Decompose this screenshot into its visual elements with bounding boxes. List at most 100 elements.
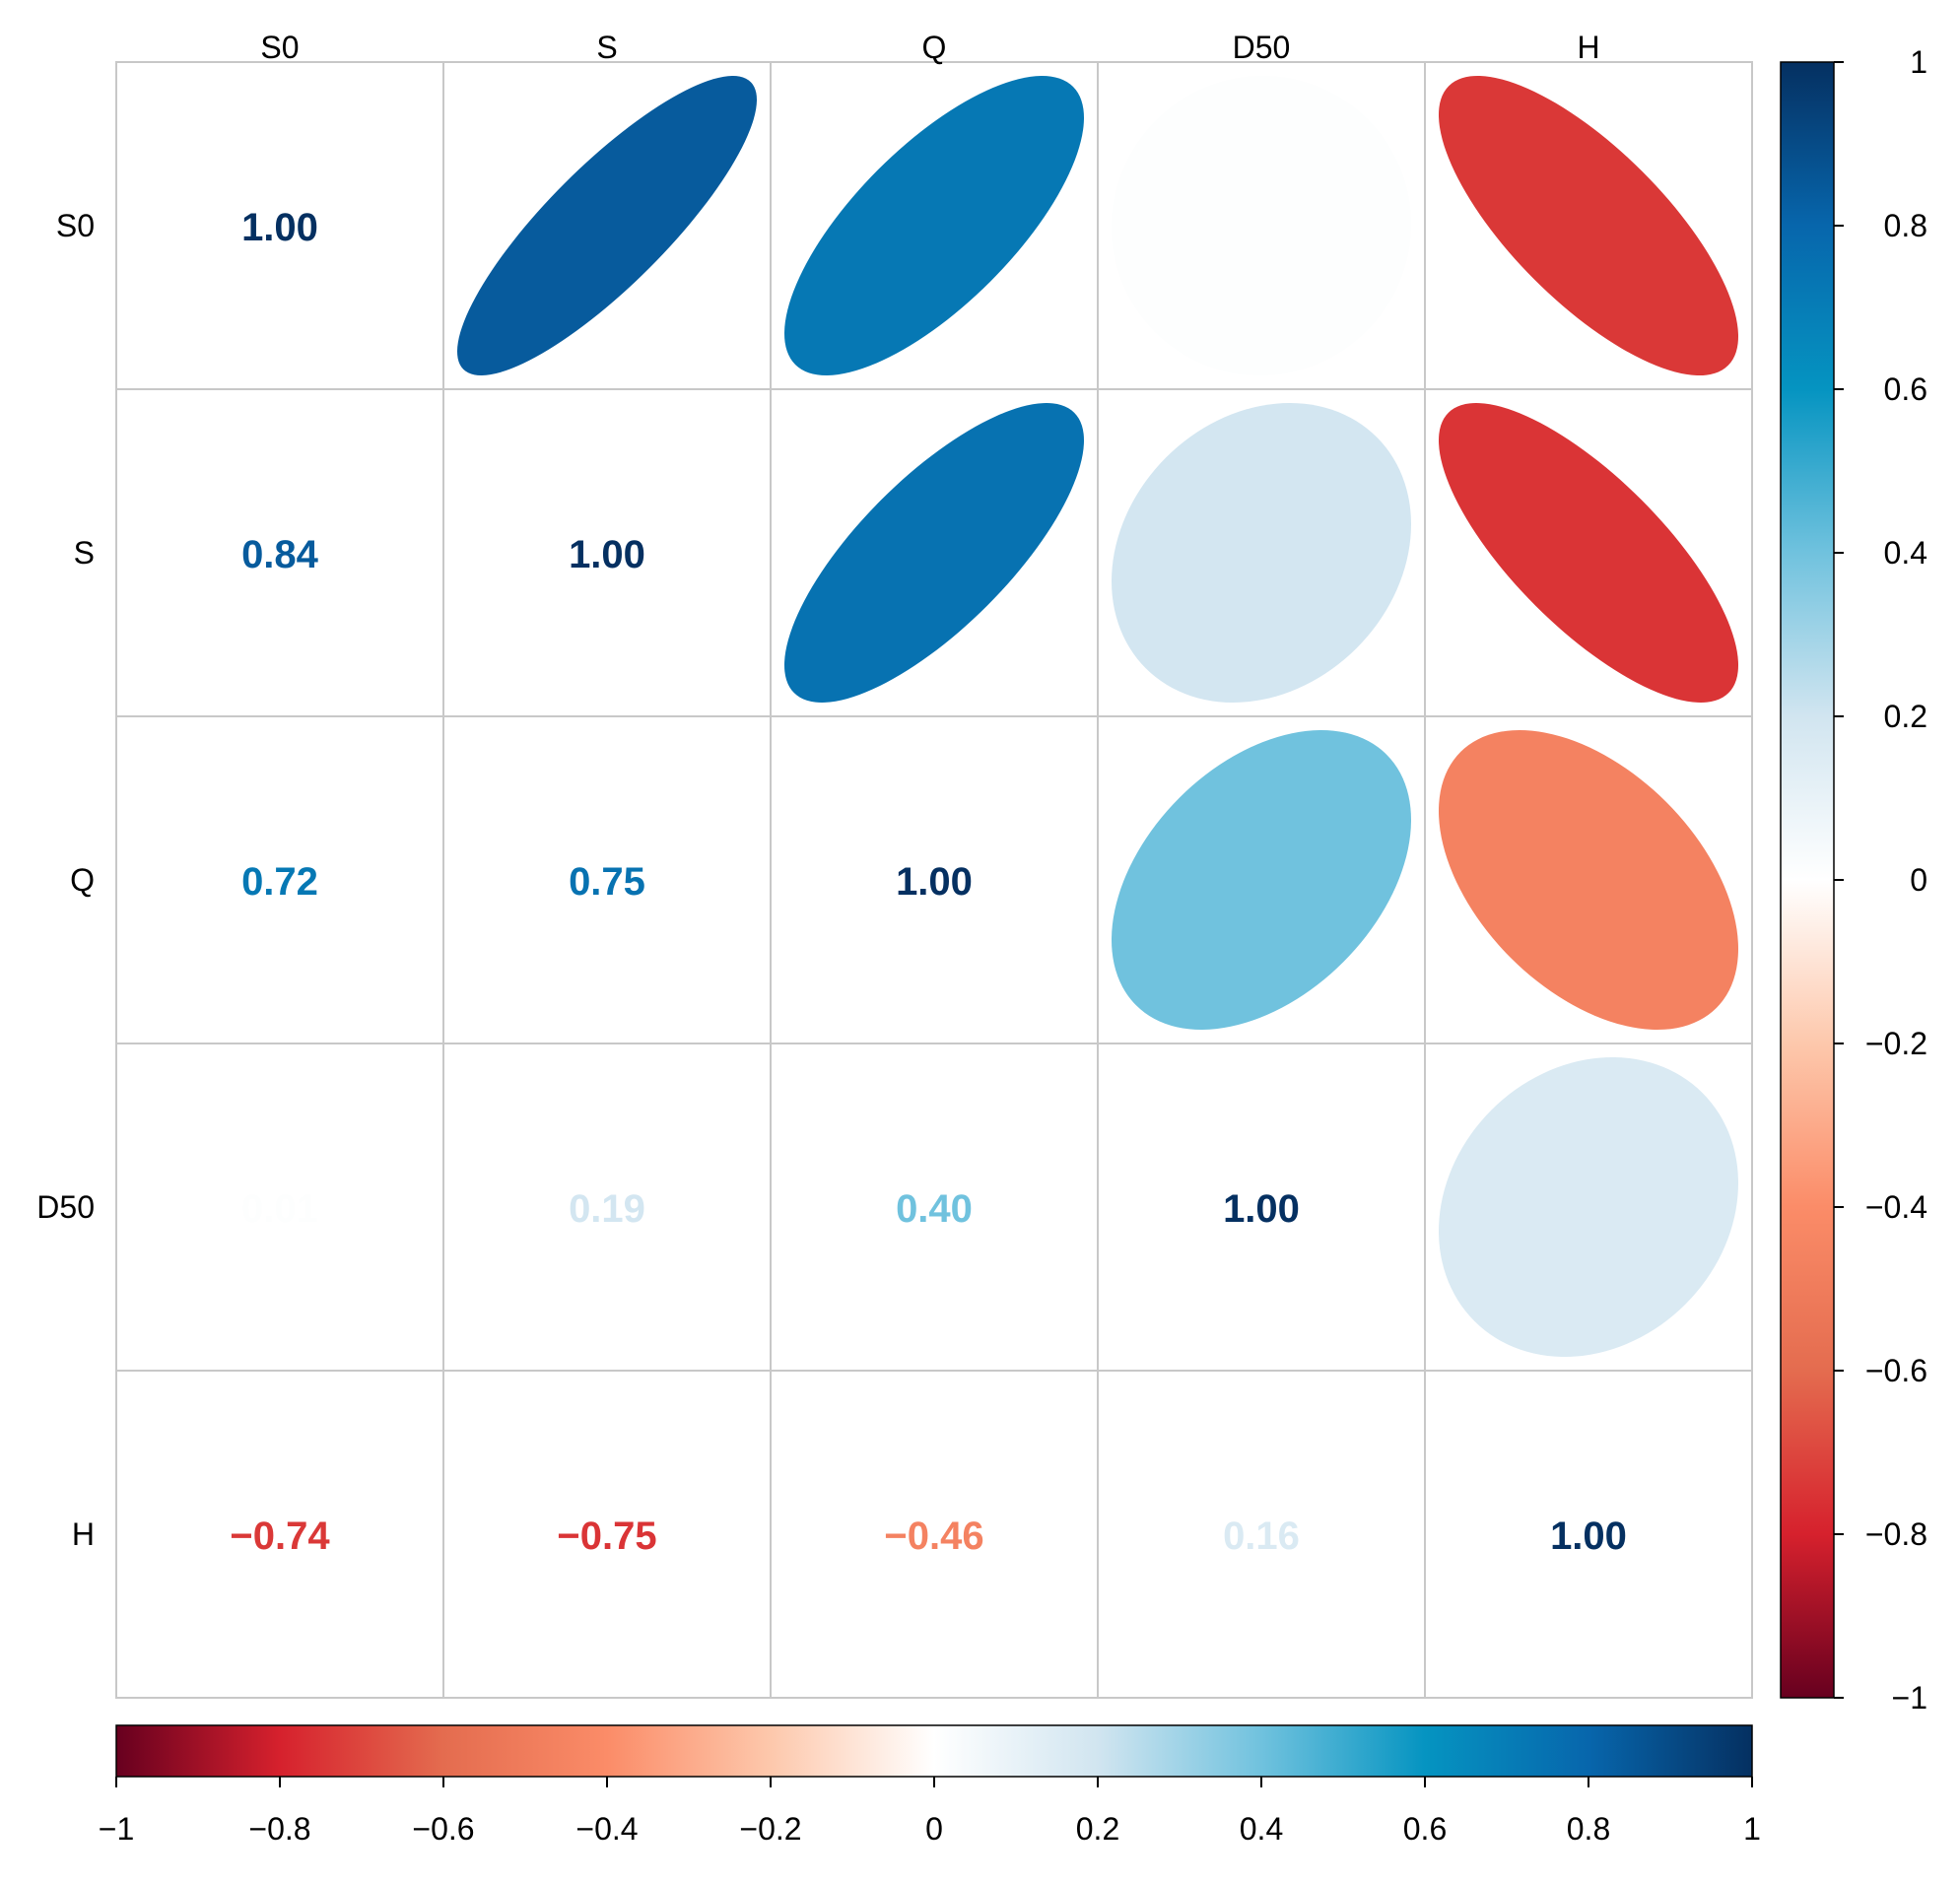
cell-D50-S0: 0.01 [115,1043,444,1372]
value-label-D50-S: 0.19 [569,1187,645,1231]
column-label-S: S [596,30,617,65]
cell-S-S: 1.00 [442,388,772,717]
ellipse-Q-H [1438,729,1738,1030]
horizontal-colorbar-tick-label: 0.8 [1567,1811,1610,1847]
ellipse-S-Q [784,402,1085,703]
horizontal-colorbar: −1 −0.8 −0.6 −0.4 −0.2 0 0.2 0.4 0.6 0.8 1 [99,1724,1761,1847]
value-label-S-S: 1.00 [569,533,645,576]
vertical-colorbar-tick-label: 0.6 [1884,371,1927,407]
cell-S0-D50 [1097,61,1426,390]
horizontal-colorbar-tick-label: 0 [925,1811,943,1847]
cell-Q-D50 [1097,715,1426,1044]
value-label-D50-Q: 0.40 [896,1187,973,1231]
value-label-Q-S: 0.75 [569,860,645,904]
cell-H-Q: −0.46 [770,1370,1099,1699]
ellipse-S-D50 [1112,402,1412,703]
ellipse-S-H [1438,402,1738,703]
cell-H-D50: 0.16 [1097,1370,1426,1699]
cell-border [115,1043,444,1372]
cell-H-S: −0.75 [442,1370,772,1699]
vertical-colorbar-tick-label: −1 [1892,1680,1927,1716]
vertical-colorbar-tick-label: 0.4 [1884,535,1927,571]
ellipse-S0-S [456,75,757,375]
value-label-D50-D50: 1.00 [1223,1187,1300,1231]
value-label-H-H: 1.00 [1550,1514,1627,1558]
ellipse-Q-D50 [1111,730,1411,1031]
column-label-S0: S0 [260,30,299,65]
value-label-H-S0: −0.74 [230,1514,330,1558]
cell-border [115,61,444,390]
cell-D50-H [1424,1043,1753,1372]
horizontal-colorbar-tick-label: −0.2 [739,1811,801,1847]
vertical-colorbar-tick-label: −0.2 [1865,1026,1927,1061]
vertical-colorbar-tick-label: 0.2 [1884,699,1927,734]
cell-D50-D50: 1.00 [1097,1043,1426,1372]
vertical-colorbar-gradient [1780,61,1835,1699]
value-label-S0-S0: 1.00 [241,206,318,249]
row-label-S0: S0 [56,208,95,243]
horizontal-colorbar-tick-label: −0.8 [248,1811,310,1847]
horizontal-colorbar-gradient [115,1724,1753,1778]
value-label-D50-S0: 0.01 [241,1187,318,1231]
cell-border [1424,1370,1753,1699]
value-label-H-S: −0.75 [557,1514,656,1558]
cell-S-Q [770,388,1099,717]
cell-border [442,388,772,717]
cell-H-H: 1.00 [1424,1370,1753,1699]
row-label-D50: D50 [36,1189,95,1225]
cell-border [770,1370,1099,1699]
cell-border [442,1043,772,1372]
cell-Q-H [1424,715,1753,1044]
value-label-H-D50: 0.16 [1223,1514,1300,1558]
cell-border [115,1370,444,1699]
horizontal-colorbar-tick-label: −0.6 [412,1811,474,1847]
row-label-S: S [74,535,95,571]
cell-Q-Q: 1.00 [770,715,1099,1044]
horizontal-colorbar-tick-label: −0.4 [575,1811,638,1847]
row-label-Q: Q [70,862,95,898]
cell-S0-S0: 1.00 [115,61,444,390]
ellipse-S0-H [1439,76,1739,376]
value-label-S-S0: 0.84 [241,533,319,576]
cell-border [442,1370,772,1699]
cell-border [770,1043,1099,1372]
ellipse-S0-D50 [1112,75,1412,375]
cell-S0-Q [770,61,1099,390]
cell-border [1097,1043,1426,1372]
matrix-cells: 1.00 0.84 1.00 0.72 0.75 1.00 0.01 0.19 0.40 1.00… [115,61,1753,1699]
column-label-H: H [1577,30,1599,65]
column-label-D50: D50 [1233,30,1291,65]
vertical-colorbar-tick-label: 0.8 [1884,208,1927,243]
value-label-H-Q: −0.46 [884,1514,983,1558]
cell-Q-S: 0.75 [442,715,772,1044]
cell-S-S0: 0.84 [115,388,444,717]
vertical-colorbar-tick-label: −0.8 [1865,1516,1927,1552]
cell-border [1097,1370,1426,1699]
horizontal-colorbar-tick-label: 0.6 [1403,1811,1447,1847]
cell-D50-Q: 0.40 [770,1043,1099,1372]
vertical-colorbar: 1 0.8 0.6 0.4 0.2 0 −0.2 −0.4 −0.6 −0.8 −1 [1780,44,1927,1716]
vertical-colorbar-tick-label: −0.4 [1865,1189,1927,1225]
cell-border [115,715,444,1044]
cell-H-S0: −0.74 [115,1370,444,1699]
value-label-Q-Q: 1.00 [896,860,973,904]
ellipse-D50-H [1439,1056,1739,1357]
cell-S-H [1424,388,1753,717]
cell-Q-S0: 0.72 [115,715,444,1044]
ellipse-S0-Q [783,75,1084,375]
cell-D50-S: 0.19 [442,1043,772,1372]
column-labels: S0 S Q D50 H [260,30,1599,65]
cell-S0-H [1424,61,1753,390]
cell-S0-S [442,61,772,390]
row-label-H: H [72,1516,95,1552]
value-label-Q-S0: 0.72 [241,860,318,904]
vertical-colorbar-tick-label: 1 [1910,44,1927,80]
horizontal-colorbar-tick-label: 1 [1743,1811,1761,1847]
vertical-colorbar-tick-label: −0.6 [1865,1353,1927,1388]
row-labels: S0 S Q D50 H [36,208,95,1552]
column-label-Q: Q [922,30,947,65]
cell-border [770,715,1099,1044]
cell-S-D50 [1097,388,1426,717]
